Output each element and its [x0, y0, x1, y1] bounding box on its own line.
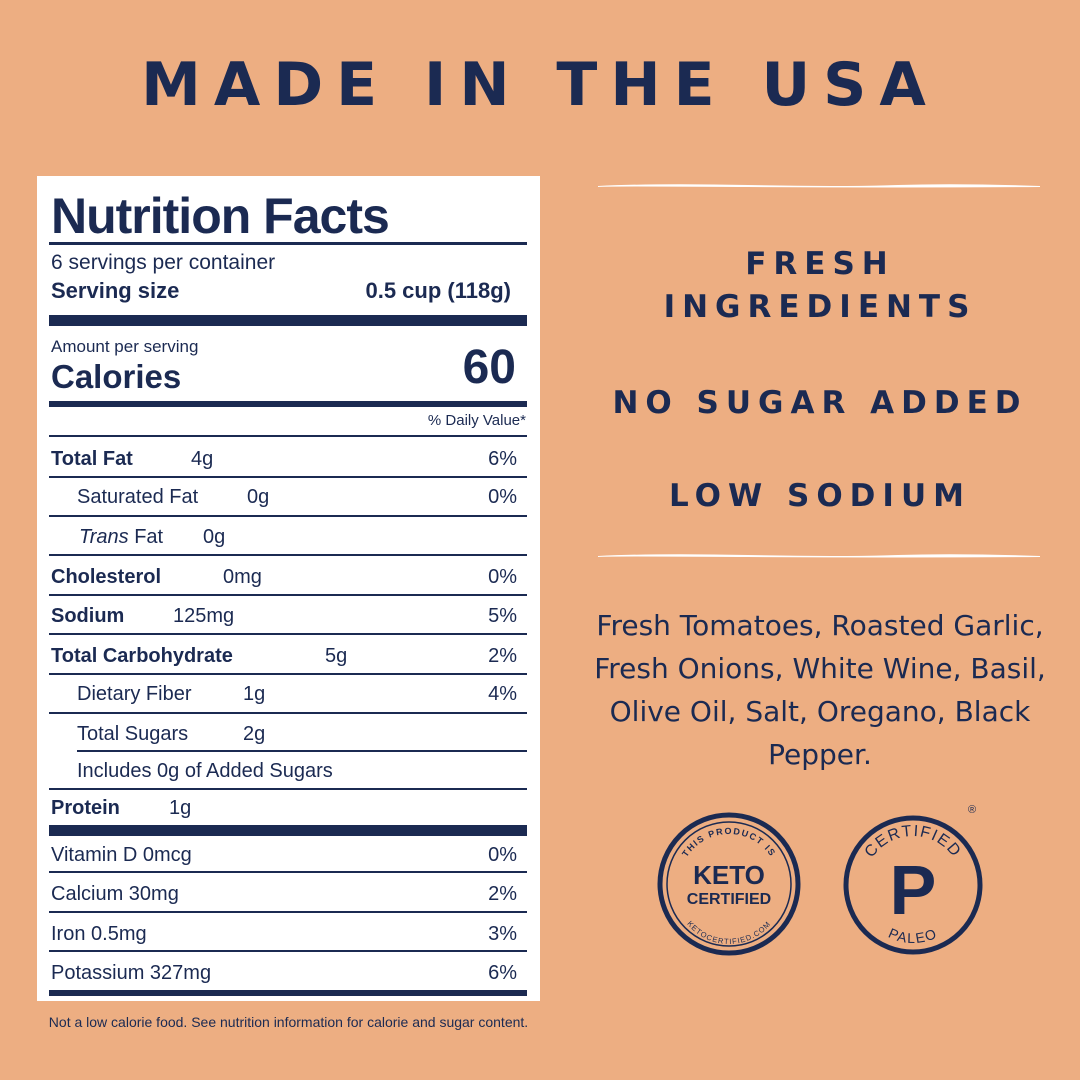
- nutrient-dv: 4%: [488, 683, 517, 705]
- brush-divider-top: [598, 184, 1040, 188]
- nutrient-dv: 2%: [488, 645, 517, 667]
- nutrient-row-total-carbohydrate: Total Carbohydrate 5g 2%: [51, 643, 517, 669]
- amount-per-serving: Amount per serving: [51, 337, 199, 356]
- nutrient-row-dietary-fiber: Dietary Fiber 1g 4%: [51, 681, 517, 707]
- vitamin-name: Calcium 30mg: [51, 883, 179, 905]
- vitamin-row-iron: Iron 0.5mg 3%: [51, 921, 517, 947]
- keto-certified-badge-icon: THIS PRODUCT IS KETO CERTIFIED KETOCERTI…: [657, 812, 801, 956]
- divider: [49, 435, 527, 437]
- nutrient-row-sodium: Sodium 125mg 5%: [51, 603, 517, 629]
- divider: [49, 712, 527, 714]
- nutrient-row-cholesterol: Cholesterol 0mg 0%: [51, 564, 517, 590]
- medium-divider: [49, 401, 527, 407]
- nutrient-name: Dietary Fiber: [77, 683, 192, 705]
- nutrient-amount: 125mg: [173, 605, 235, 627]
- nutrient-row-saturated-fat: Saturated Fat 0g 0%: [51, 484, 517, 510]
- calories-label: Calories: [51, 358, 182, 395]
- vitamin-row-vitamin-d: Vitamin D 0mcg 0%: [51, 842, 517, 868]
- divider: [49, 515, 527, 517]
- servings-per-container: 6 servings per container: [51, 251, 276, 274]
- claim-fresh: FRESH: [745, 246, 895, 282]
- registered-mark: ®: [968, 804, 977, 816]
- nutrient-amount: 1g: [243, 683, 266, 705]
- nutrient-dv: 0%: [488, 486, 517, 508]
- divider: [49, 788, 527, 790]
- svg-text:PALEO: PALEO: [886, 925, 940, 946]
- calories-value: 60: [462, 341, 516, 394]
- serving-size-row: Serving size 0.5 cup (118g): [51, 278, 511, 304]
- divider: [49, 950, 527, 952]
- divider: [49, 673, 527, 675]
- nutrient-name: Total Sugars: [77, 723, 189, 745]
- thick-divider: [49, 825, 527, 836]
- nutrient-name: Fat: [134, 526, 164, 548]
- nutrient-amount: 0g: [247, 486, 270, 508]
- nutrient-row-total-fat: Total Fat 4g 6%: [51, 446, 517, 472]
- keto-badge-line2: CERTIFIED: [687, 891, 771, 908]
- nutrient-dv: 5%: [488, 605, 517, 627]
- nutrient-amount: 2g: [243, 723, 266, 745]
- nutrient-amount: 0mg: [223, 566, 262, 588]
- thick-divider: [49, 315, 527, 326]
- vitamin-name: Vitamin D 0mcg: [51, 844, 192, 866]
- brush-divider-bottom: [598, 554, 1040, 558]
- divider: [49, 911, 527, 913]
- vitamin-dv: 6%: [488, 962, 517, 984]
- divider: [49, 594, 527, 596]
- daily-value-header: % Daily Value*: [427, 412, 526, 429]
- nutrient-dv: 0%: [488, 566, 517, 588]
- paleo-badge-bottom-text: PALEO: [886, 925, 938, 946]
- claim-low-sodium: LOW SODIUM: [669, 478, 971, 514]
- divider: [49, 554, 527, 556]
- bottom-divider: [49, 990, 527, 996]
- serving-size-value: 0.5 cup (118g): [365, 278, 511, 303]
- divider: [49, 871, 527, 873]
- claim-ingredients: INGREDIENTS: [663, 289, 977, 325]
- divider: [49, 476, 527, 478]
- nutrient-amount: 5g: [325, 645, 348, 667]
- nutrient-row-total-sugars: Total Sugars 2g: [51, 721, 517, 747]
- nutrient-name: Sodium: [51, 605, 125, 627]
- claim-no-sugar-added: NO SUGAR ADDED: [612, 385, 1028, 421]
- serving-size-label: Serving size: [51, 278, 180, 303]
- nutrient-row-trans-fat: Trans Fat 0g: [51, 524, 517, 550]
- vitamin-dv: 3%: [488, 923, 517, 945]
- ingredient-list: Fresh Tomatoes, Roasted Garlic, Fresh On…: [594, 609, 1046, 771]
- certified-paleo-badge-icon: CERTIFIED P PALEO: [843, 815, 983, 955]
- nutrient-row-protein: Protein 1g: [51, 795, 517, 821]
- nutrient-amount: 0g: [203, 526, 226, 548]
- vitamin-name: Iron 0.5mg: [51, 923, 147, 945]
- nutrient-name: Saturated Fat: [77, 486, 199, 508]
- nutrition-facts-title: Nutrition Facts: [51, 188, 390, 244]
- footnote: Not a low calorie food. See nutrition in…: [48, 1014, 529, 1030]
- nutrient-row-added-sugars: Includes 0g of Added Sugars: [51, 758, 517, 784]
- vitamin-row-calcium: Calcium 30mg 2%: [51, 881, 517, 907]
- keto-badge-line1: KETO: [693, 860, 765, 890]
- nutrient-name: Total Carbohydrate: [51, 645, 233, 667]
- nutrient-amount: 4g: [191, 448, 214, 470]
- vitamin-row-potassium: Potassium 327mg 6%: [51, 960, 517, 986]
- nutrient-name: Cholesterol: [51, 566, 162, 588]
- paleo-badge-letter: P: [890, 851, 937, 929]
- vitamin-name: Potassium 327mg: [51, 962, 212, 984]
- vitamin-dv: 2%: [488, 883, 517, 905]
- nutrient-dv: 6%: [488, 448, 517, 470]
- nutrient-name: Includes 0g of Added Sugars: [77, 760, 333, 782]
- nutrition-facts-panel: Nutrition Facts 6 servings per container…: [37, 176, 540, 1001]
- nutrient-name-italic: Trans: [79, 526, 129, 548]
- nutrient-name: Protein: [51, 797, 120, 819]
- vitamin-dv: 0%: [488, 844, 517, 866]
- divider: [49, 633, 527, 635]
- nutrient-amount: 1g: [169, 797, 192, 819]
- divider: [49, 242, 527, 245]
- headline: MADE IN THE USA: [141, 50, 939, 120]
- nutrient-name: Total Fat: [51, 448, 133, 470]
- divider: [77, 750, 527, 752]
